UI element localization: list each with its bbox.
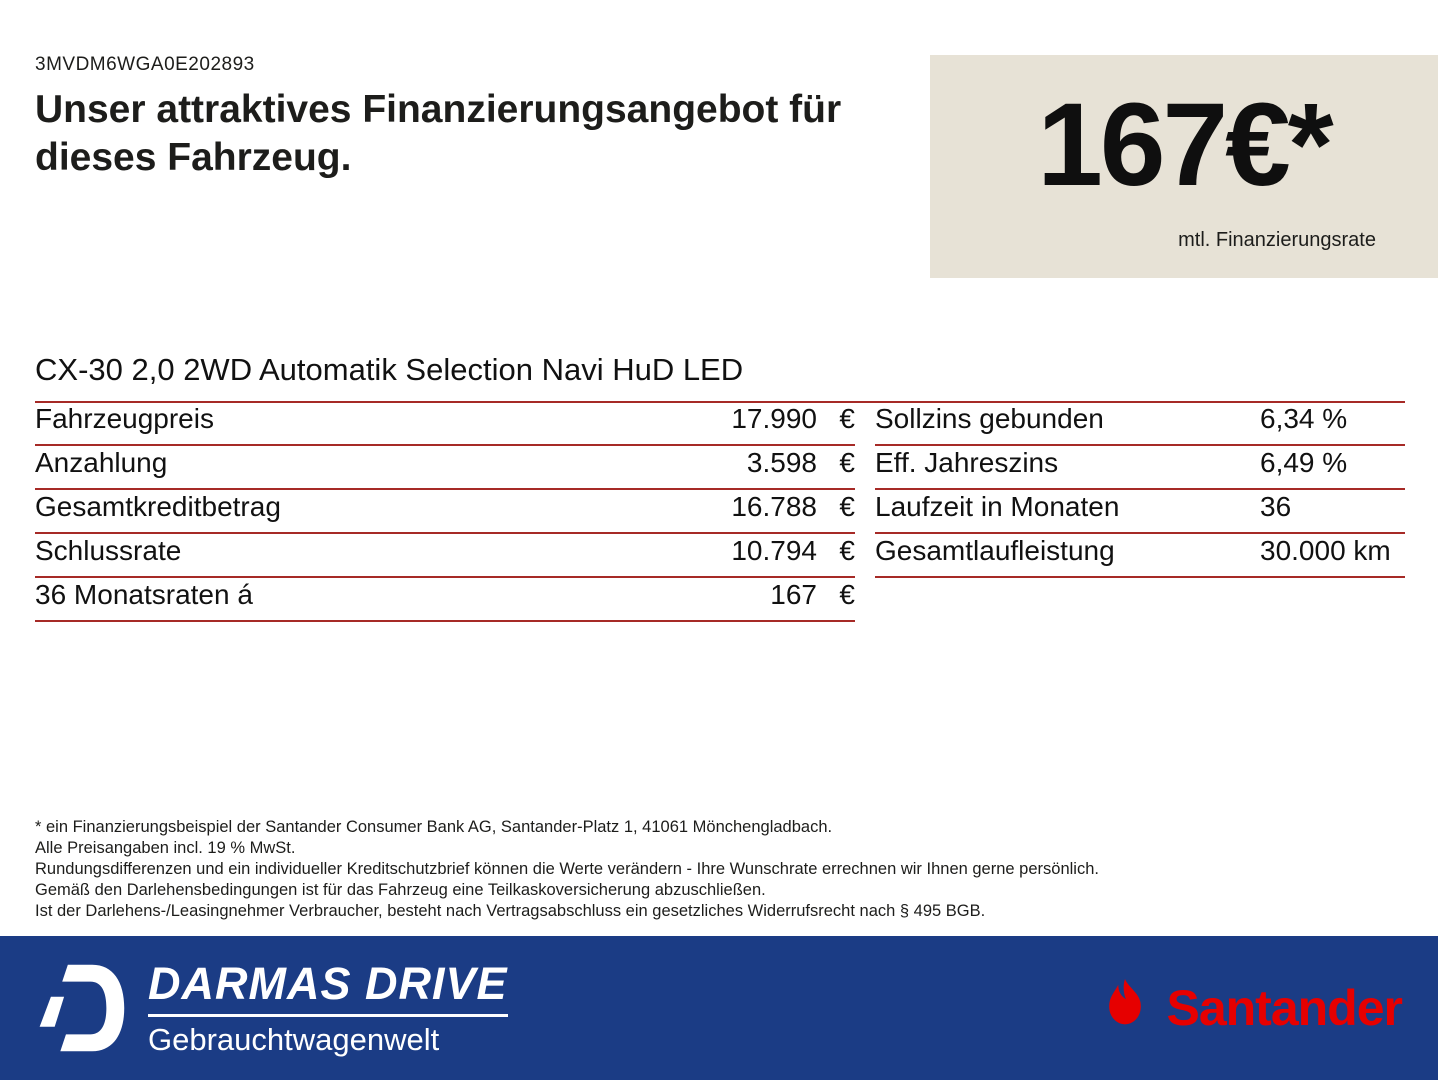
- table-row-laufzeit: Laufzeit in Monaten 36: [875, 490, 1405, 534]
- disclaimer-line: Gemäß den Darlehensbedingungen ist für d…: [35, 881, 766, 899]
- row-value: 167: [770, 579, 817, 610]
- monthly-rate-caption: mtl. Finanzierungsrate: [1178, 229, 1376, 251]
- row-label: Laufzeit in Monaten: [875, 491, 1120, 522]
- row-label: Gesamtkreditbetrag: [35, 491, 281, 522]
- dealer-name: DARMAS DRIVE: [148, 958, 508, 1009]
- table-row-gesamtlaufleistung: Gesamtlaufleistung 30.000 km: [875, 534, 1405, 578]
- row-value: 36: [1260, 491, 1292, 522]
- dealer-text-block: DARMAS DRIVE Gebrauchtwagenwelt: [148, 961, 508, 1055]
- dealer-divider: [148, 1014, 508, 1017]
- santander-logo: Santander: [1096, 978, 1403, 1038]
- santander-wordmark: Santander: [1166, 980, 1403, 1036]
- row-value: 17.990: [731, 403, 817, 434]
- table-row-sollzins: Sollzins gebunden 6,34 %: [875, 402, 1405, 446]
- table-row-anzahlung: Anzahlung 3.598 €: [35, 446, 855, 490]
- monthly-rate-box: 167€* mtl. Finanzierungsrate: [930, 55, 1438, 278]
- row-value: 16.788: [731, 491, 817, 522]
- dealer-d-icon: [34, 961, 128, 1055]
- row-unit: €: [839, 447, 855, 478]
- table-row-schlussrate: Schlussrate 10.794 €: [35, 534, 855, 578]
- vehicle-vin: 3MVDM6WGA0E202893: [35, 54, 255, 75]
- row-value: 6,34 %: [1260, 403, 1348, 434]
- table-row-jahreszins: Eff. Jahreszins 6,49 %: [875, 446, 1405, 490]
- row-label: Sollzins gebunden: [875, 403, 1104, 434]
- row-label: Gesamtlaufleistung: [875, 535, 1115, 566]
- row-unit: €: [839, 535, 855, 566]
- row-label: Eff. Jahreszins: [875, 447, 1059, 478]
- row-value: 30.000 km: [1260, 535, 1391, 566]
- disclaimer-line: Rundungsdifferenzen und ein individuelle…: [35, 860, 1099, 878]
- dealer-logo: DARMAS DRIVE Gebrauchtwagenwelt: [34, 961, 508, 1055]
- disclaimer-line: Alle Preisangaben incl. 19 % MwSt.: [35, 839, 296, 857]
- dealer-subtitle: Gebrauchtwagenwelt: [148, 1022, 440, 1057]
- finance-table-right: Sollzins gebunden 6,34 % Eff. Jahreszins…: [875, 402, 1405, 578]
- row-unit: €: [839, 579, 855, 610]
- table-row-gesamtkreditbetrag: Gesamtkreditbetrag 16.788 €: [35, 490, 855, 534]
- offer-headline: Unser attraktives Finanzierungsangebot f…: [35, 88, 842, 179]
- finance-table-left: Fahrzeugpreis 17.990 € Anzahlung 3.598 €…: [35, 402, 855, 622]
- row-label: Fahrzeugpreis: [35, 403, 214, 434]
- monthly-rate-amount: 167€*: [1037, 79, 1333, 211]
- santander-flame-icon: [1096, 978, 1154, 1038]
- vehicle-title: CX-30 2,0 2WD Automatik Selection Navi H…: [35, 352, 1405, 403]
- row-label: Anzahlung: [35, 447, 168, 478]
- row-value: 6,49 %: [1260, 447, 1348, 478]
- footer-bar: DARMAS DRIVE Gebrauchtwagenwelt Santande…: [0, 936, 1438, 1080]
- row-unit: €: [839, 491, 855, 522]
- row-value: 10.794: [731, 535, 817, 566]
- table-row-fahrzeugpreis: Fahrzeugpreis 17.990 €: [35, 402, 855, 446]
- disclaimer-line: Ist der Darlehens-/Leasingnehmer Verbrau…: [35, 902, 986, 920]
- disclaimer-line: * ein Finanzierungsbeispiel der Santande…: [35, 818, 833, 836]
- row-label: 36 Monatsraten á: [35, 579, 253, 610]
- row-label: Schlussrate: [35, 535, 182, 566]
- disclaimer-text: * ein Finanzierungsbeispiel der Santande…: [35, 817, 1285, 922]
- row-value: 3.598: [746, 447, 817, 478]
- row-unit: €: [839, 403, 855, 434]
- table-row-monatsraten: 36 Monatsraten á 167 €: [35, 578, 855, 622]
